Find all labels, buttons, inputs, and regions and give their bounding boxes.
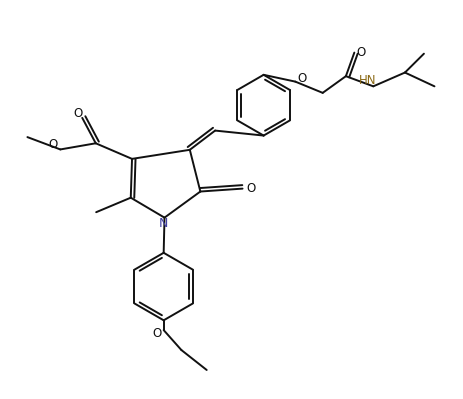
Text: O: O [297,72,306,85]
Text: HN: HN [358,74,375,87]
Text: N: N [158,217,168,230]
Text: O: O [74,107,83,120]
Text: O: O [49,138,58,151]
Text: O: O [152,327,161,340]
Text: O: O [356,46,365,59]
Text: O: O [245,182,255,195]
